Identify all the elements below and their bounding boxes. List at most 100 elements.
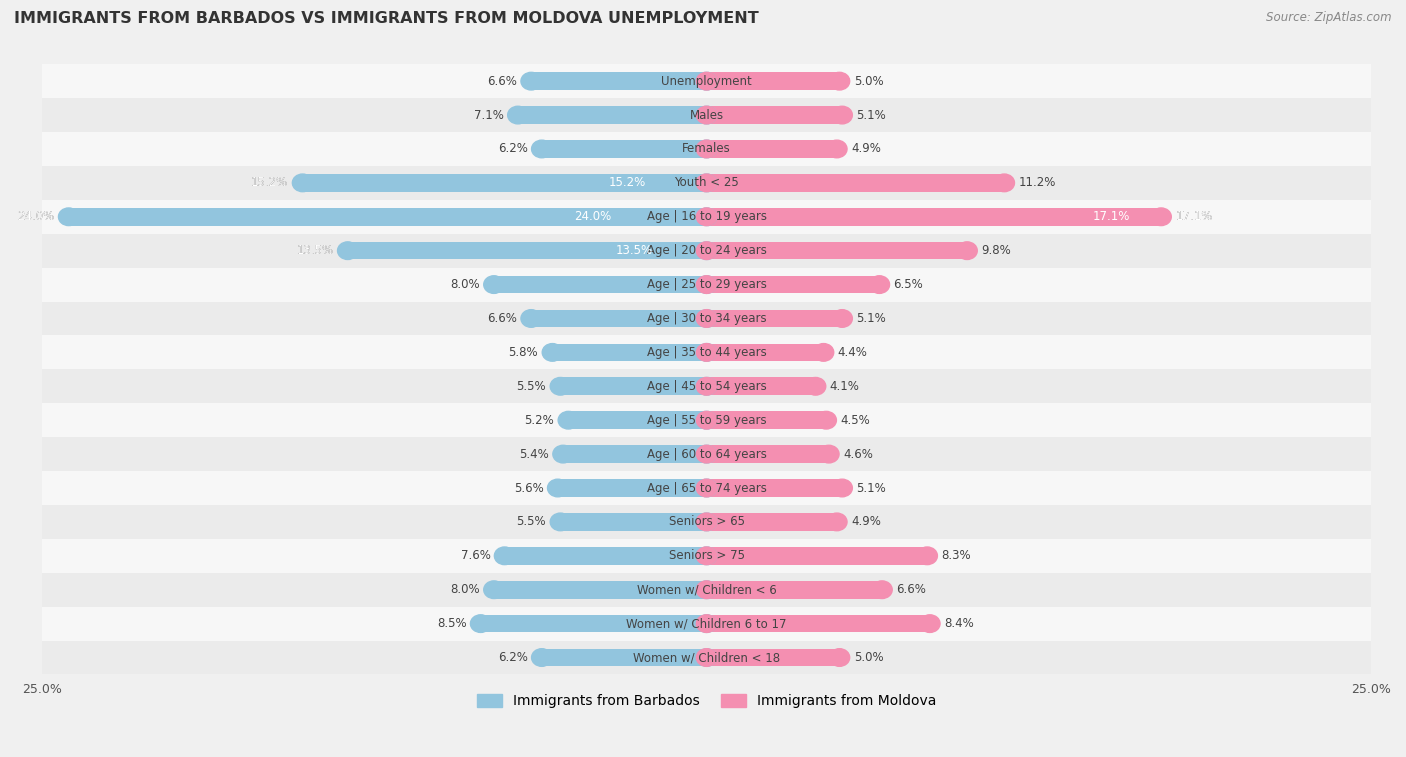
Text: Age | 20 to 24 years: Age | 20 to 24 years: [647, 245, 766, 257]
Ellipse shape: [832, 479, 852, 497]
Bar: [541, 140, 707, 157]
Ellipse shape: [531, 140, 553, 157]
Ellipse shape: [696, 344, 717, 361]
Ellipse shape: [696, 479, 717, 497]
Bar: [707, 208, 1161, 226]
Text: Seniors > 75: Seniors > 75: [669, 550, 745, 562]
Ellipse shape: [696, 208, 717, 226]
Bar: [707, 581, 882, 599]
Text: 24.0%: 24.0%: [17, 210, 55, 223]
Ellipse shape: [696, 547, 717, 565]
Ellipse shape: [696, 276, 717, 294]
Ellipse shape: [696, 140, 717, 157]
Text: 24.0%: 24.0%: [17, 210, 55, 223]
Bar: [42, 268, 1371, 301]
Bar: [42, 98, 1371, 132]
Ellipse shape: [827, 140, 846, 157]
Ellipse shape: [696, 174, 717, 192]
Text: 24.0%: 24.0%: [574, 210, 610, 223]
Bar: [707, 513, 837, 531]
Text: 5.0%: 5.0%: [853, 75, 883, 88]
Text: 8.4%: 8.4%: [943, 617, 974, 630]
Ellipse shape: [994, 174, 1015, 192]
Bar: [707, 344, 824, 361]
Text: Males: Males: [689, 108, 724, 122]
Text: 4.5%: 4.5%: [841, 413, 870, 427]
Bar: [494, 581, 707, 599]
Bar: [707, 615, 929, 632]
Ellipse shape: [920, 615, 941, 632]
Bar: [42, 573, 1371, 606]
Ellipse shape: [696, 547, 717, 565]
Ellipse shape: [484, 276, 505, 294]
Ellipse shape: [471, 615, 491, 632]
Text: 13.5%: 13.5%: [297, 245, 333, 257]
Ellipse shape: [815, 411, 837, 429]
Bar: [42, 64, 1371, 98]
Text: 8.0%: 8.0%: [450, 278, 479, 291]
Bar: [531, 73, 707, 90]
Bar: [707, 649, 839, 666]
Text: Age | 30 to 34 years: Age | 30 to 34 years: [647, 312, 766, 325]
Bar: [707, 547, 927, 565]
Text: 4.9%: 4.9%: [851, 516, 882, 528]
Ellipse shape: [547, 479, 568, 497]
Text: 7.1%: 7.1%: [474, 108, 503, 122]
Text: 13.5%: 13.5%: [616, 245, 652, 257]
Text: 6.6%: 6.6%: [896, 583, 927, 597]
Text: Age | 45 to 54 years: Age | 45 to 54 years: [647, 380, 766, 393]
Text: Age | 55 to 59 years: Age | 55 to 59 years: [647, 413, 766, 427]
Text: Age | 25 to 29 years: Age | 25 to 29 years: [647, 278, 766, 291]
Ellipse shape: [818, 445, 839, 463]
Bar: [553, 344, 707, 361]
Bar: [302, 174, 707, 192]
Text: 8.5%: 8.5%: [437, 617, 467, 630]
Text: 4.1%: 4.1%: [830, 380, 859, 393]
Ellipse shape: [696, 513, 717, 531]
Ellipse shape: [917, 547, 938, 565]
Bar: [707, 106, 842, 124]
Ellipse shape: [696, 378, 717, 395]
Ellipse shape: [696, 208, 717, 226]
Ellipse shape: [696, 411, 717, 429]
Text: 6.5%: 6.5%: [894, 278, 924, 291]
Text: 4.4%: 4.4%: [838, 346, 868, 359]
Ellipse shape: [696, 513, 717, 531]
Ellipse shape: [508, 106, 529, 124]
Text: 5.8%: 5.8%: [509, 346, 538, 359]
Bar: [69, 208, 707, 226]
Ellipse shape: [696, 649, 717, 666]
Bar: [517, 106, 707, 124]
Text: Source: ZipAtlas.com: Source: ZipAtlas.com: [1267, 11, 1392, 24]
Text: 8.3%: 8.3%: [942, 550, 972, 562]
Bar: [531, 310, 707, 327]
Bar: [707, 73, 839, 90]
Bar: [481, 615, 707, 632]
Bar: [707, 241, 967, 260]
Text: 5.1%: 5.1%: [856, 481, 886, 494]
Ellipse shape: [558, 411, 579, 429]
Bar: [42, 403, 1371, 437]
Ellipse shape: [832, 310, 852, 327]
Ellipse shape: [827, 513, 846, 531]
Bar: [42, 200, 1371, 234]
Legend: Immigrants from Barbados, Immigrants from Moldova: Immigrants from Barbados, Immigrants fro…: [471, 689, 942, 714]
Ellipse shape: [550, 513, 571, 531]
Ellipse shape: [696, 411, 717, 429]
Ellipse shape: [696, 73, 717, 90]
Bar: [494, 276, 707, 294]
Bar: [707, 140, 837, 157]
Text: 5.5%: 5.5%: [516, 380, 546, 393]
Text: Females: Females: [682, 142, 731, 155]
Bar: [558, 479, 707, 497]
Bar: [42, 505, 1371, 539]
Text: 11.2%: 11.2%: [1018, 176, 1056, 189]
Ellipse shape: [522, 73, 541, 90]
Text: 7.6%: 7.6%: [461, 550, 491, 562]
Ellipse shape: [806, 378, 825, 395]
Bar: [42, 234, 1371, 268]
Bar: [707, 174, 1004, 192]
Text: 15.2%: 15.2%: [609, 176, 645, 189]
Bar: [707, 276, 879, 294]
Ellipse shape: [696, 241, 717, 260]
